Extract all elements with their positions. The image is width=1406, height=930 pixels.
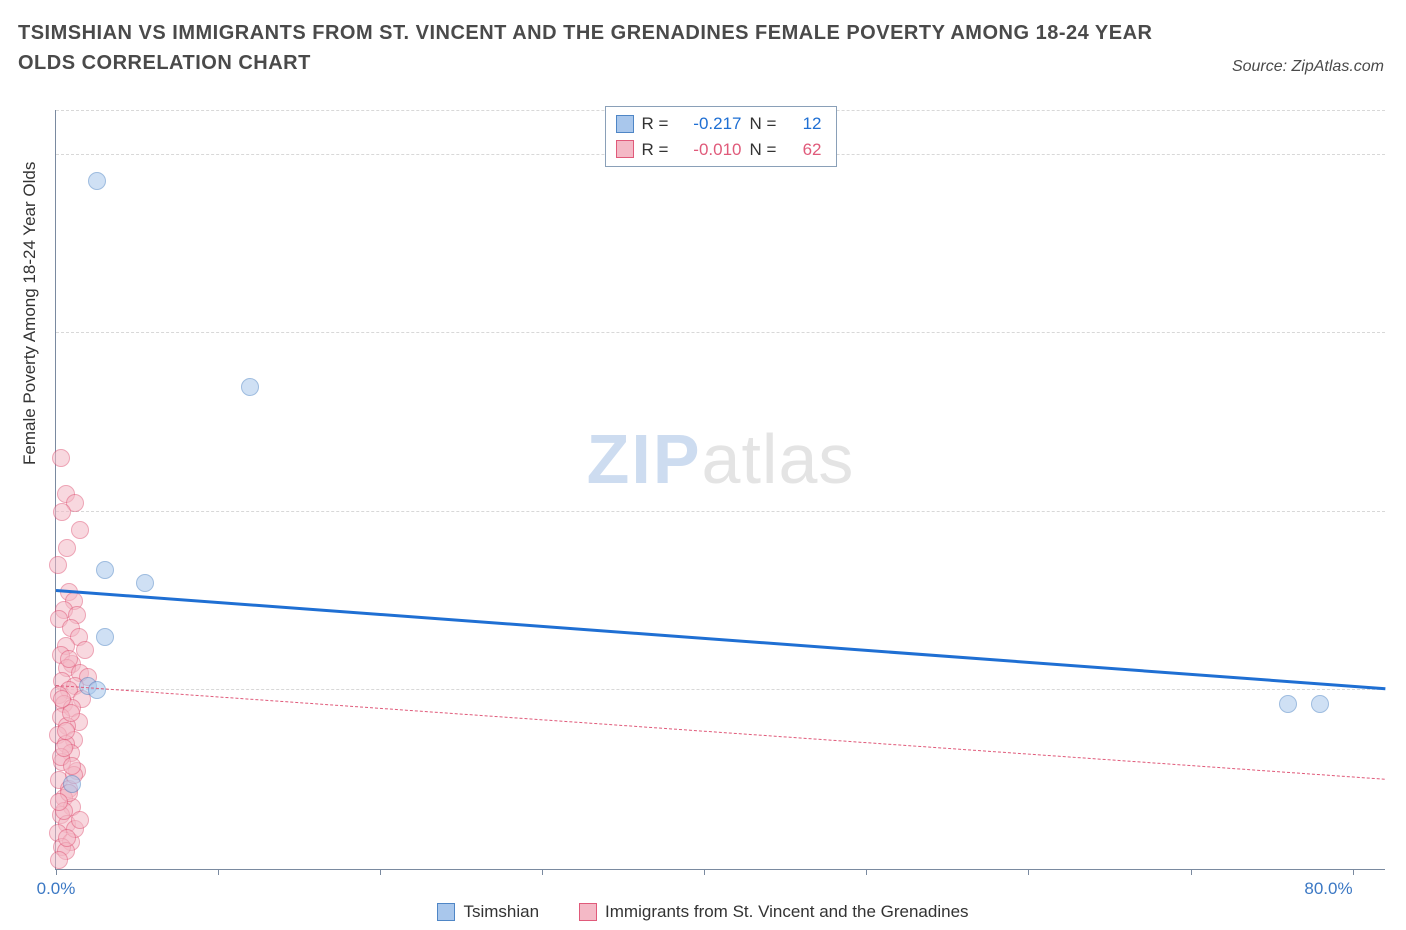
watermark: ZIPatlas xyxy=(587,419,855,499)
data-point xyxy=(71,521,89,539)
y-tick-label: 60.0% xyxy=(1395,303,1406,323)
y-tick-label: 40.0% xyxy=(1395,482,1406,502)
data-point xyxy=(57,722,75,740)
swatch-series-0 xyxy=(616,115,634,133)
data-point xyxy=(52,449,70,467)
n-value-1: 62 xyxy=(792,137,822,163)
x-tick xyxy=(1353,869,1354,875)
watermark-zip: ZIP xyxy=(587,420,702,498)
data-point xyxy=(136,574,154,592)
r-value-0: -0.217 xyxy=(684,111,742,137)
gridline xyxy=(56,511,1385,512)
r-value-1: -0.010 xyxy=(684,137,742,163)
data-point xyxy=(55,739,73,757)
x-tick-label: 0.0% xyxy=(37,879,76,899)
swatch-series-1 xyxy=(616,140,634,158)
y-tick-label: 80.0% xyxy=(1395,125,1406,145)
data-point xyxy=(241,378,259,396)
data-point xyxy=(1311,695,1329,713)
x-tick-label: 80.0% xyxy=(1304,879,1352,899)
legend-item-0: Tsimshian xyxy=(437,902,539,922)
n-label: N = xyxy=(750,137,784,163)
legend-item-1: Immigrants from St. Vincent and the Gren… xyxy=(579,902,968,922)
plot-area: ZIPatlas R = -0.217 N = 12 R = -0.010 N … xyxy=(55,110,1385,870)
source-attribution: Source: ZipAtlas.com xyxy=(1232,58,1384,76)
data-point xyxy=(50,793,68,811)
data-point xyxy=(53,503,71,521)
n-label: N = xyxy=(750,111,784,137)
data-point xyxy=(96,561,114,579)
x-tick xyxy=(218,869,219,875)
gridline xyxy=(56,332,1385,333)
data-point xyxy=(58,539,76,557)
data-point xyxy=(88,172,106,190)
data-point xyxy=(1279,695,1297,713)
data-point xyxy=(50,851,68,869)
data-point xyxy=(53,690,71,708)
data-point xyxy=(63,757,81,775)
x-tick xyxy=(56,869,57,875)
r-label: R = xyxy=(642,111,676,137)
data-point xyxy=(76,641,94,659)
series-legend: Tsimshian Immigrants from St. Vincent an… xyxy=(0,902,1406,922)
data-point xyxy=(58,829,76,847)
n-value-0: 12 xyxy=(792,111,822,137)
y-axis-label: Female Poverty Among 18-24 Year Olds xyxy=(20,162,40,465)
x-tick xyxy=(704,869,705,875)
x-tick xyxy=(866,869,867,875)
data-point xyxy=(60,650,78,668)
x-tick xyxy=(1191,869,1192,875)
data-point xyxy=(96,628,114,646)
legend-swatch-1 xyxy=(579,903,597,921)
chart-title: TSIMSHIAN VS IMMIGRANTS FROM ST. VINCENT… xyxy=(18,18,1206,78)
legend-row-series-0: R = -0.217 N = 12 xyxy=(616,111,822,137)
watermark-atlas: atlas xyxy=(702,420,855,498)
correlation-legend: R = -0.217 N = 12 R = -0.010 N = 62 xyxy=(605,106,837,167)
x-tick xyxy=(380,869,381,875)
data-point xyxy=(71,811,89,829)
x-tick xyxy=(1028,869,1029,875)
data-point xyxy=(49,556,67,574)
gridline xyxy=(56,689,1385,690)
trend-line xyxy=(56,685,1385,780)
trend-line xyxy=(56,589,1385,690)
y-tick-label: 20.0% xyxy=(1395,660,1406,680)
x-tick xyxy=(542,869,543,875)
data-point xyxy=(88,681,106,699)
r-label: R = xyxy=(642,137,676,163)
legend-row-series-1: R = -0.010 N = 62 xyxy=(616,137,822,163)
legend-swatch-0 xyxy=(437,903,455,921)
legend-label-0: Tsimshian xyxy=(463,902,539,922)
legend-label-1: Immigrants from St. Vincent and the Gren… xyxy=(605,902,968,922)
data-point xyxy=(63,775,81,793)
